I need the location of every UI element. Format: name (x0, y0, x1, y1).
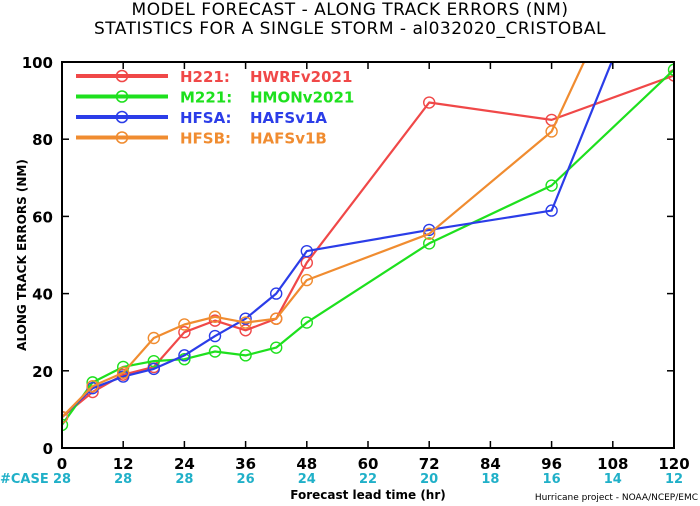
data-point-HWRFv2021 (178, 326, 191, 339)
legend: H221: HWRFv2021 M221: HMONv2021 HFSA: HAFSv1A… (76, 68, 354, 148)
data-point-HAFSv1B (423, 227, 436, 240)
legend-name: HWRFv2021 (250, 68, 352, 86)
data-point-HAFSv1B (270, 312, 283, 325)
x-tick-label: 108 (597, 455, 628, 473)
y-tick-label: 100 (22, 54, 53, 72)
data-point-HAFSv1A (178, 349, 191, 362)
case-count: 14 (604, 472, 622, 487)
x-tick-label: 24 (174, 455, 195, 473)
data-point-HAFSv1A (300, 244, 313, 258)
y-tick-label: 0 (43, 440, 53, 458)
x-tick-label: 72 (419, 455, 440, 473)
x-tick-label: 84 (480, 455, 501, 473)
data-point-HMONv2021 (239, 349, 252, 362)
legend-name: HAFSv1A (250, 109, 327, 127)
case-count: 28 (175, 472, 193, 487)
data-point-HMONv2021 (62, 418, 69, 432)
legend-code: H221: (180, 68, 230, 86)
data-point-HMONv2021 (208, 345, 222, 358)
legend-marker (115, 110, 129, 124)
case-count: 28 (53, 472, 71, 487)
x-tick-label: 60 (358, 455, 379, 473)
chart-title-line2: STATISTICS FOR A SINGLE STORM - al032020… (93, 19, 607, 39)
data-point-HMONv2021 (178, 353, 191, 366)
case-label: #CASE (0, 472, 49, 487)
data-point-HAFSv1A (208, 329, 222, 343)
chart-title-line1: MODEL FORECAST - ALONG TRACK ERRORS (NM) (131, 0, 569, 20)
data-point-HAFSv1B (545, 125, 558, 138)
case-count: 20 (420, 472, 438, 487)
case-count: 12 (665, 472, 683, 487)
y-tick-label: 80 (32, 131, 53, 149)
data-point-HAFSv1A (545, 204, 558, 217)
data-point-HMONv2021 (300, 316, 313, 329)
x-tick-label: 12 (113, 455, 134, 473)
case-count: 16 (543, 472, 561, 487)
data-point-HMONv2021 (545, 179, 558, 192)
case-count: 18 (481, 472, 499, 487)
data-point-HAFSv1A (147, 362, 161, 376)
x-tick-label: 120 (658, 455, 689, 473)
data-point-HAFSv1B (147, 331, 161, 345)
data-point-HAFSv1A (239, 312, 252, 325)
legend-name: HAFSv1B (250, 130, 327, 148)
data-point-HAFSv1B (116, 366, 130, 379)
data-point-HAFSv1B (300, 273, 313, 287)
case-count: 26 (237, 472, 255, 487)
y-tick-label: 20 (32, 363, 53, 381)
data-point-HAFSv1A (270, 287, 283, 300)
x-tick-label: 36 (235, 455, 256, 473)
data-point-HAFSv1B (208, 310, 222, 323)
data-point-HMONv2021 (147, 354, 161, 368)
data-point-HAFSv1B (62, 410, 69, 424)
legend-name: HMONv2021 (250, 89, 354, 107)
x-tick-label: 96 (541, 455, 562, 473)
legend-marker (115, 90, 129, 103)
case-count: 22 (359, 472, 377, 487)
data-point-HMONv2021 (423, 237, 436, 250)
data-point-HMONv2021 (667, 63, 674, 76)
data-point-HAFSv1B (178, 318, 191, 331)
y-tick-label: 40 (32, 286, 53, 304)
case-count: 28 (114, 472, 132, 487)
case-count: 24 (298, 472, 316, 487)
legend-code: HFSA: (180, 109, 232, 127)
credit-text: Hurricane project - NOAA/NCEP/EMC (535, 493, 698, 503)
legend-code: HFSB: (180, 130, 231, 148)
plot-frame (61, 61, 675, 449)
x-axis-label: Forecast lead time (hr) (290, 488, 446, 502)
x-tick-label: 48 (296, 455, 317, 473)
legend-marker (115, 131, 129, 144)
data-point-HAFSv1B (86, 380, 99, 393)
y-axis-label: ALONG TRACK ERRORS (NM) (15, 159, 29, 351)
x-tick-label: 0 (57, 455, 67, 473)
series-line-HMONv2021 (62, 68, 674, 426)
data-point-HWRFv2021 (208, 314, 222, 327)
data-point-HMONv2021 (270, 341, 283, 354)
legend-code: M221: (180, 89, 232, 107)
data-point-HAFSv1B (239, 316, 252, 329)
series-line-HWRFv2021 (62, 74, 674, 418)
legend-marker (115, 69, 129, 83)
y-tick-label: 60 (32, 208, 53, 226)
data-point-HWRFv2021 (423, 96, 436, 109)
